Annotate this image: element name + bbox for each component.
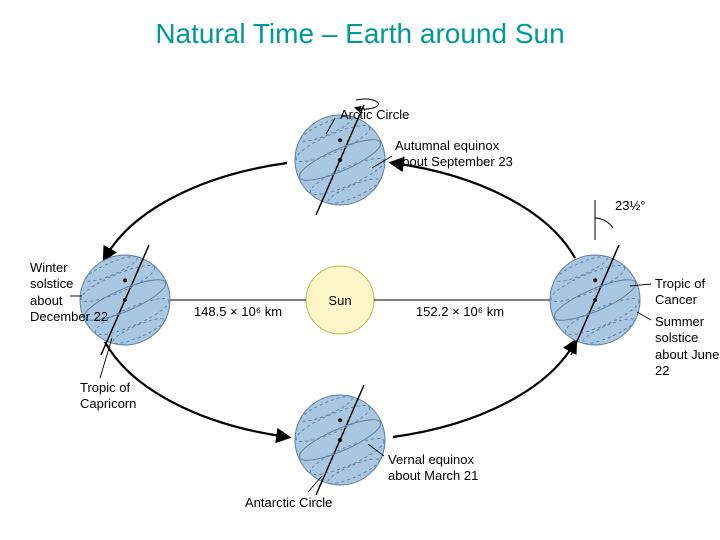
label-autumnal-equinox: Autumnal equinoxabout September 23: [395, 138, 513, 171]
earth-summer: [542, 245, 647, 355]
perihelion-distance: 148.5 × 10⁶ km: [194, 304, 282, 319]
label-vernal-equinox: Vernal equinoxabout March 21: [388, 452, 478, 485]
axis-tilt: [595, 200, 613, 240]
label-summer-solstice: Summersolsticeabout June 22: [655, 314, 720, 379]
sun: Sun: [306, 266, 374, 334]
label-winter-solstice: WintersolsticeaboutDecember 22: [30, 260, 108, 325]
label-tropic-of-cancer: Tropic ofCancer: [655, 276, 705, 309]
aphelion-distance: 152.2 × 10⁶ km: [416, 304, 504, 319]
earth-vernal: [287, 385, 392, 495]
sun-label: Sun: [328, 293, 351, 308]
label-antarctic-circle: Antarctic Circle: [245, 495, 332, 511]
label-tropic-of-capricorn: Tropic ofCapricorn: [80, 380, 136, 413]
label-arctic-circle: Arctic Circle: [340, 107, 409, 123]
axis-tilt-label: 23½°: [615, 198, 646, 213]
